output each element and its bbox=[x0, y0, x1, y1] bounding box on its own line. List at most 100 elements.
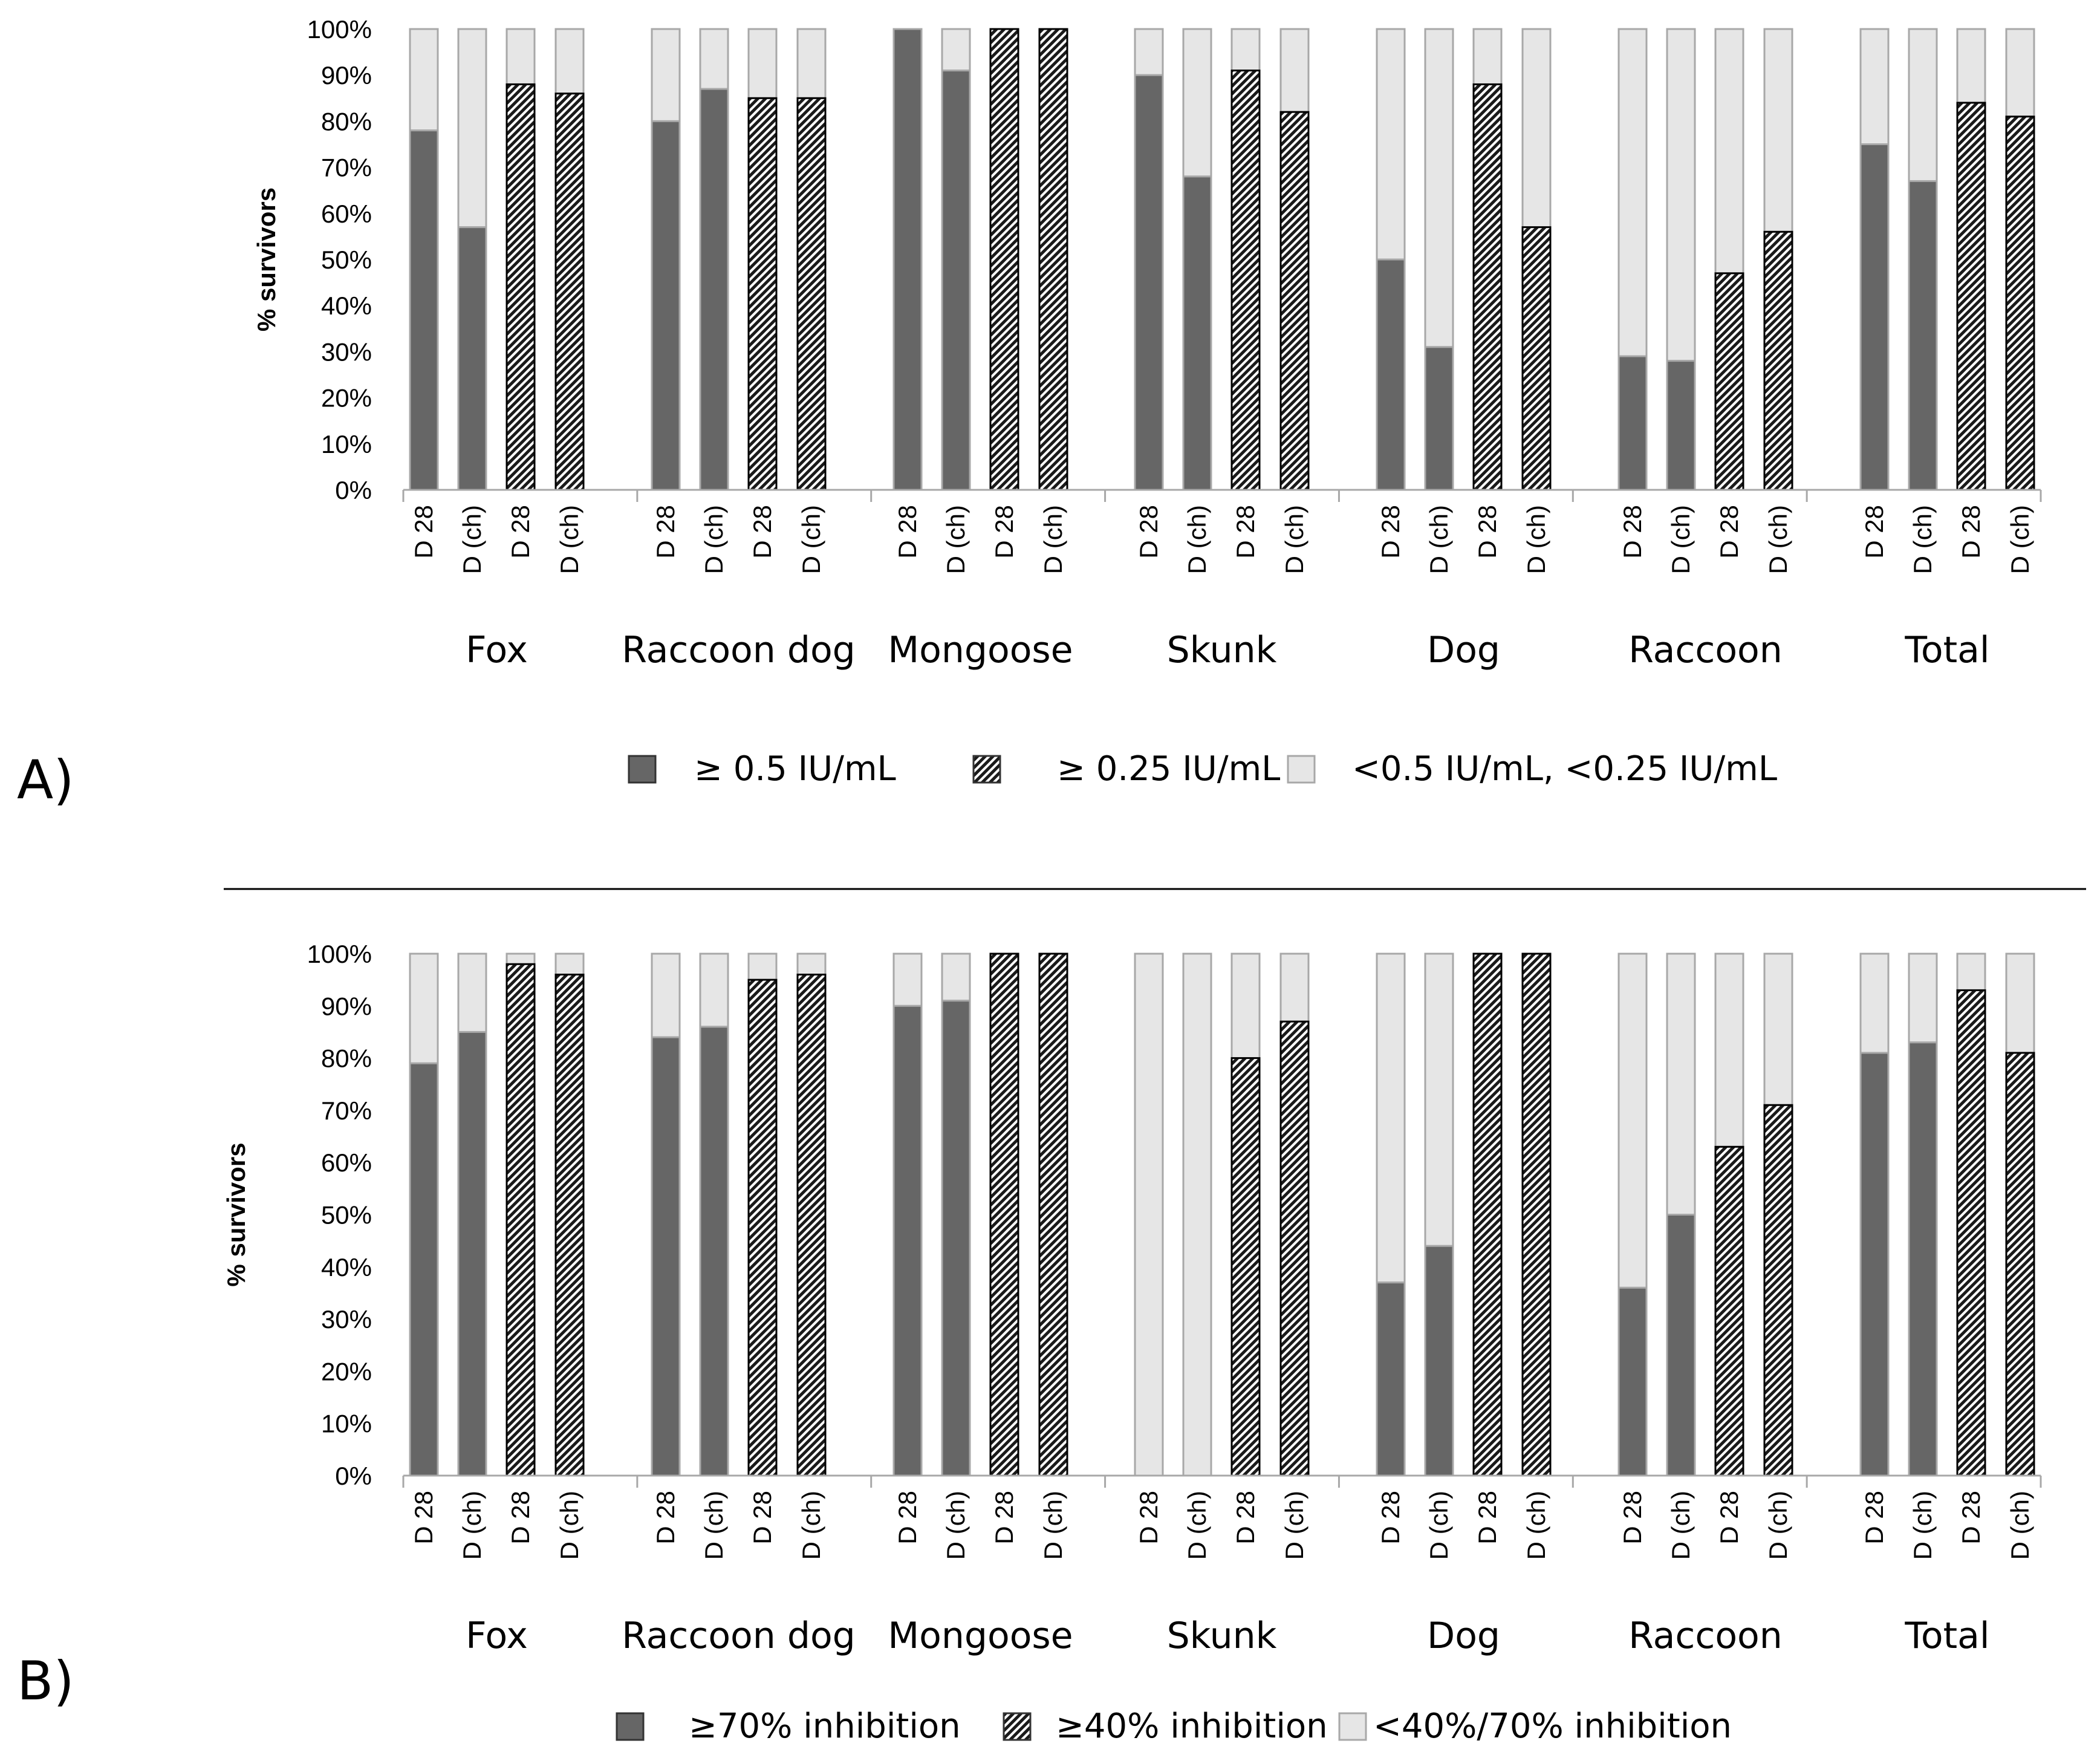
bar-remainder bbox=[892, 952, 923, 1007]
bar-remainder bbox=[1424, 28, 1454, 348]
bar-label: D (ch) bbox=[700, 1491, 728, 1560]
bar bbox=[1134, 74, 1164, 491]
bar-remainder bbox=[1666, 952, 1696, 1216]
bar bbox=[651, 120, 681, 491]
y-tick-label: 60% bbox=[321, 200, 372, 228]
bar bbox=[1230, 1057, 1261, 1477]
y-tick-label: 60% bbox=[321, 1148, 372, 1177]
bar-label: D (ch) bbox=[1666, 505, 1695, 574]
bar-remainder bbox=[651, 952, 681, 1038]
bar-label: D 28 bbox=[1618, 505, 1647, 559]
y-tick-label: 40% bbox=[321, 1253, 372, 1281]
y-tick-label: 10% bbox=[321, 1410, 372, 1438]
bar-remainder bbox=[1134, 28, 1164, 76]
y-axis-ticks: 0% 10% 20% 30% 40% 50% 60% 70% 80% 90% 100% bbox=[307, 940, 372, 1490]
bar bbox=[1714, 272, 1744, 491]
bar-remainder bbox=[747, 952, 778, 981]
bar-remainder bbox=[1472, 28, 1503, 85]
bar-label: D (ch) bbox=[2006, 505, 2034, 574]
bar bbox=[747, 978, 778, 1477]
panel-label: B) bbox=[17, 1650, 74, 1712]
bar-labels: D 28 D (ch) D 28 D (ch) D 28 D (ch) D 28 D (ch)… bbox=[409, 505, 2034, 574]
bar-label: D (ch) bbox=[797, 1491, 825, 1560]
bar bbox=[409, 1062, 439, 1477]
legend-swatch bbox=[972, 755, 1001, 784]
bar-series bbox=[409, 952, 2035, 1477]
bar bbox=[2005, 116, 2035, 491]
y-tick-label: 30% bbox=[321, 337, 372, 366]
legend-label: ≥70% inhibition bbox=[689, 1707, 961, 1746]
group-label: Dog bbox=[1427, 629, 1500, 671]
bar-label: D 28 bbox=[1376, 1491, 1405, 1545]
bar-label: D (ch) bbox=[555, 505, 584, 574]
bar bbox=[1859, 143, 1890, 491]
legend-swatch bbox=[1338, 1712, 1367, 1741]
bar-remainder bbox=[1182, 952, 1212, 1477]
bar bbox=[1908, 1041, 1938, 1477]
bar-series bbox=[409, 28, 2035, 491]
bar-remainder bbox=[1763, 952, 1793, 1106]
bar-label: D 28 bbox=[1860, 505, 1888, 559]
bar-remainder bbox=[505, 28, 536, 85]
group-label: Total bbox=[1904, 1615, 1989, 1657]
bar-label: D (ch) bbox=[1764, 1491, 1792, 1560]
bar-label: D 28 bbox=[1957, 1491, 1985, 1545]
bar bbox=[1424, 346, 1454, 491]
bar-label: D 28 bbox=[990, 505, 1018, 559]
bar bbox=[1859, 1052, 1890, 1477]
group-label: Fox bbox=[466, 1615, 528, 1657]
y-tick-label: 80% bbox=[321, 107, 372, 135]
bar-remainder bbox=[1617, 28, 1648, 357]
y-tick-label: 70% bbox=[321, 154, 372, 182]
legend-label: <0.5 IU/mL, <0.25 IU/mL bbox=[1352, 749, 1777, 789]
y-tick-label: 80% bbox=[321, 1044, 372, 1073]
bar-remainder bbox=[1424, 952, 1454, 1247]
legend-label: ≥ 0.25 IU/mL bbox=[1057, 749, 1280, 789]
y-tick-label: 90% bbox=[321, 992, 372, 1020]
bar-remainder bbox=[1521, 28, 1552, 229]
bar-label: D (ch) bbox=[941, 1491, 970, 1560]
bar-label: D 28 bbox=[1473, 505, 1501, 559]
bar-label: D (ch) bbox=[1039, 505, 1067, 574]
x-axis-ticks bbox=[402, 490, 2042, 502]
bar-remainder bbox=[747, 28, 778, 99]
bar-label: D 28 bbox=[990, 1491, 1018, 1545]
bar bbox=[941, 1000, 971, 1477]
bar-label: D (ch) bbox=[555, 1491, 584, 1560]
bar-label: D (ch) bbox=[1764, 505, 1792, 574]
legend-swatch bbox=[1003, 1712, 1032, 1741]
y-tick-label: 0% bbox=[335, 1462, 372, 1490]
bar bbox=[457, 1031, 487, 1477]
bar-label: D (ch) bbox=[1039, 1491, 1067, 1560]
bar-labels: D 28 D (ch) D 28 D (ch) D 28 D (ch) D 28 D (ch)… bbox=[409, 1491, 2034, 1560]
bar-label: D 28 bbox=[1957, 505, 1985, 559]
bar bbox=[1182, 175, 1212, 491]
bar-label: D (ch) bbox=[1425, 1491, 1453, 1560]
bar-label: D (ch) bbox=[1522, 505, 1550, 574]
bar bbox=[1376, 258, 1406, 491]
bar bbox=[892, 28, 923, 491]
bar-label: D 28 bbox=[409, 1491, 438, 1545]
y-tick-label: 100% bbox=[307, 15, 372, 44]
bar bbox=[505, 963, 536, 1477]
bar bbox=[1763, 1104, 1793, 1477]
bar-label: D (ch) bbox=[1183, 1491, 1211, 1560]
bar-remainder bbox=[2005, 952, 2035, 1054]
bar-remainder bbox=[1859, 28, 1890, 145]
bar-remainder bbox=[1908, 952, 1938, 1044]
group-label: Total bbox=[1904, 629, 1989, 671]
bar-label: D 28 bbox=[1134, 1491, 1163, 1545]
group-label: Raccoon bbox=[1628, 1615, 1783, 1657]
bar-remainder bbox=[941, 28, 971, 72]
bar bbox=[796, 974, 827, 1477]
bar-remainder bbox=[2005, 28, 2035, 118]
bar bbox=[554, 93, 585, 491]
bar-label: D 28 bbox=[409, 505, 438, 559]
y-tick-label: 50% bbox=[321, 246, 372, 274]
y-tick-label: 0% bbox=[335, 476, 372, 504]
bar bbox=[1956, 989, 1986, 1477]
bar bbox=[1230, 70, 1261, 491]
bar bbox=[409, 129, 439, 491]
bar-remainder bbox=[554, 952, 585, 976]
